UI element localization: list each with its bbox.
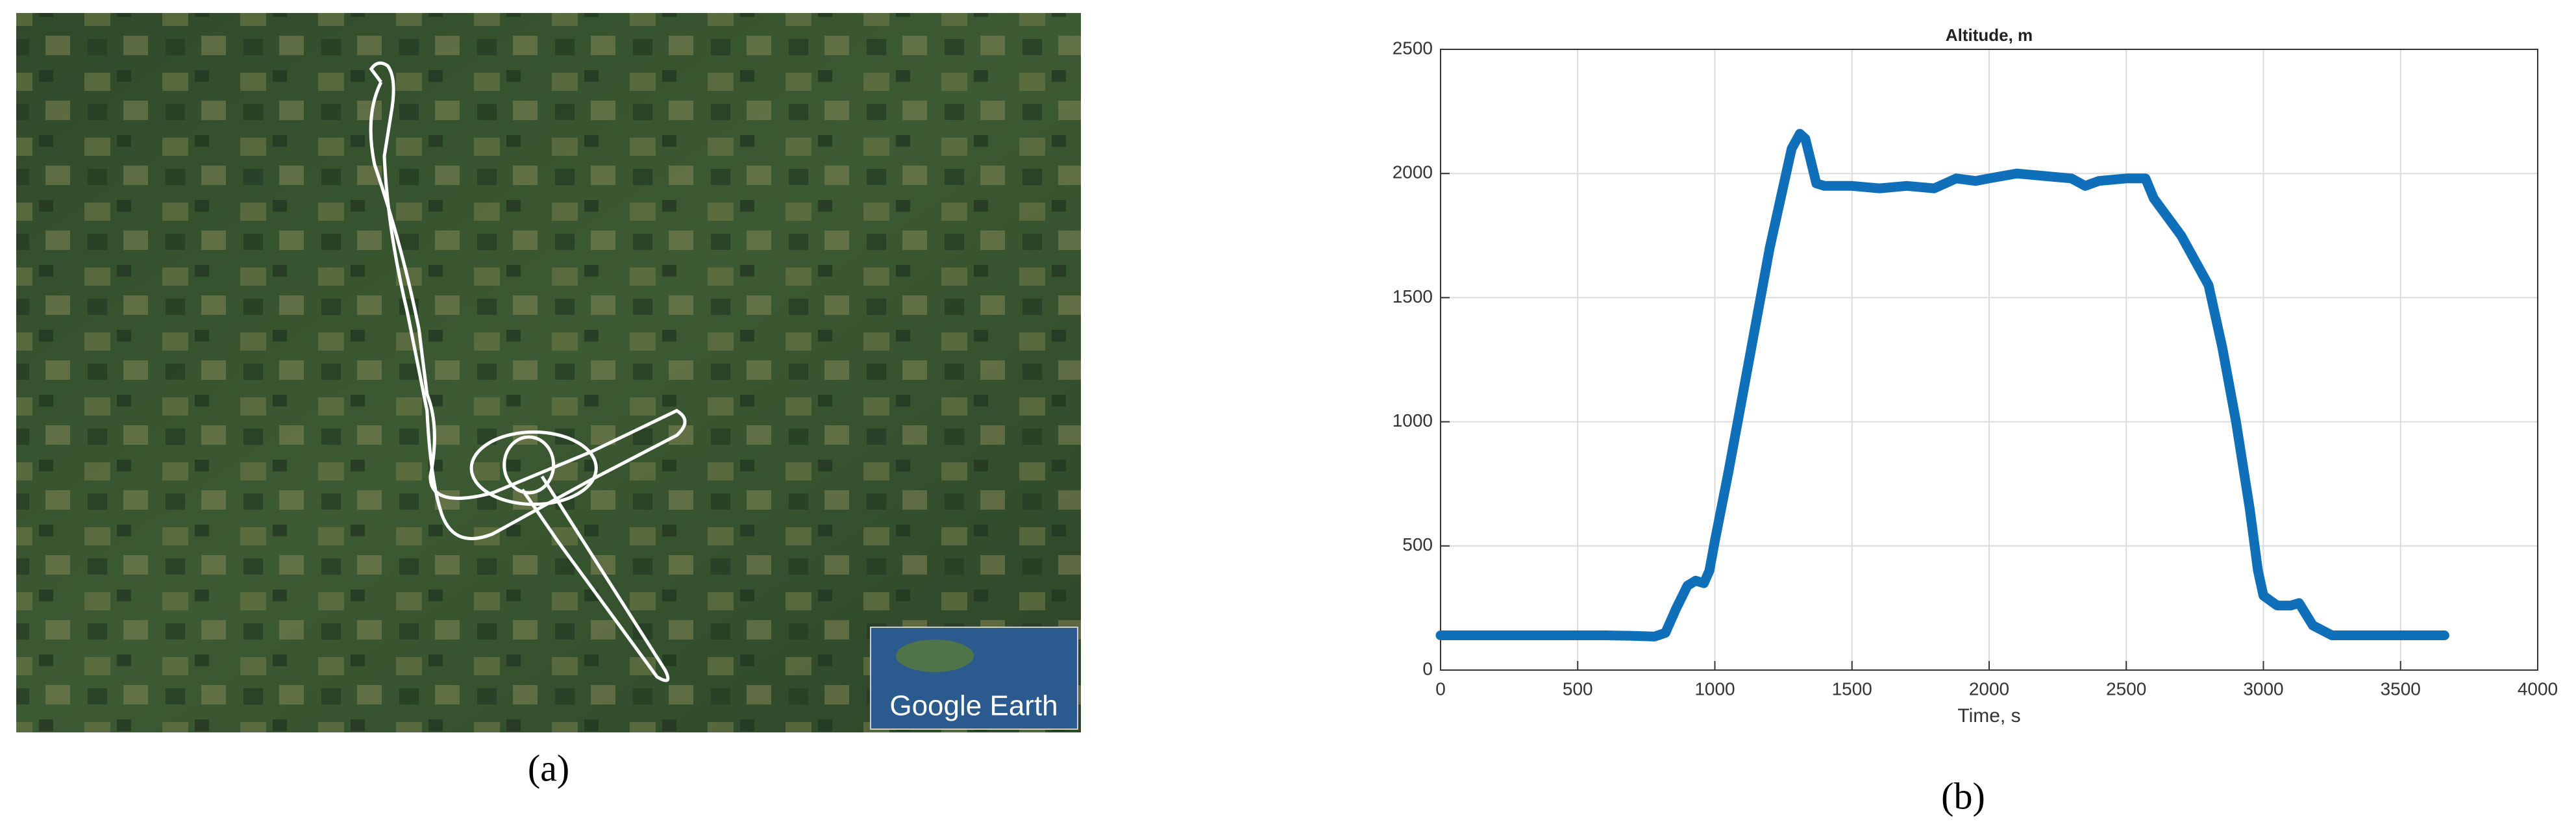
flight-track	[369, 61, 687, 682]
x-tick-label: 3500	[2381, 679, 2421, 699]
x-tick-label: 500	[1563, 679, 1593, 699]
y-tick-label: 1000	[1393, 410, 1433, 430]
y-tick-label: 1500	[1393, 286, 1433, 306]
chart-title: Altitude, m	[1946, 25, 2033, 45]
panel-label: (b)	[1941, 775, 1985, 817]
x-tick-label: 0	[1435, 679, 1446, 699]
x-tick-label: 3000	[2243, 679, 2283, 699]
inset	[870, 627, 1078, 730]
map-panel: Google Earth	[16, 13, 1081, 732]
map-logo: Google Earth	[889, 690, 1058, 722]
x-axis-label: Time, s	[1957, 705, 2020, 727]
y-tick-label: 2500	[1393, 38, 1433, 58]
data-line	[1435, 129, 2449, 642]
y-tick-label: 500	[1402, 534, 1433, 555]
x-tick-label: 2500	[2106, 679, 2146, 699]
x-tick-label: 2000	[1969, 679, 2009, 699]
x-tick-label: 1500	[1832, 679, 1872, 699]
panel-label: (a)	[528, 747, 569, 789]
axes-box	[1440, 49, 2538, 671]
y-tick-label: 0	[1422, 658, 1433, 679]
y-tick-label: 2000	[1393, 162, 1433, 182]
x-tick-label: 4000	[2518, 679, 2558, 699]
x-tick-label: 1000	[1694, 679, 1735, 699]
